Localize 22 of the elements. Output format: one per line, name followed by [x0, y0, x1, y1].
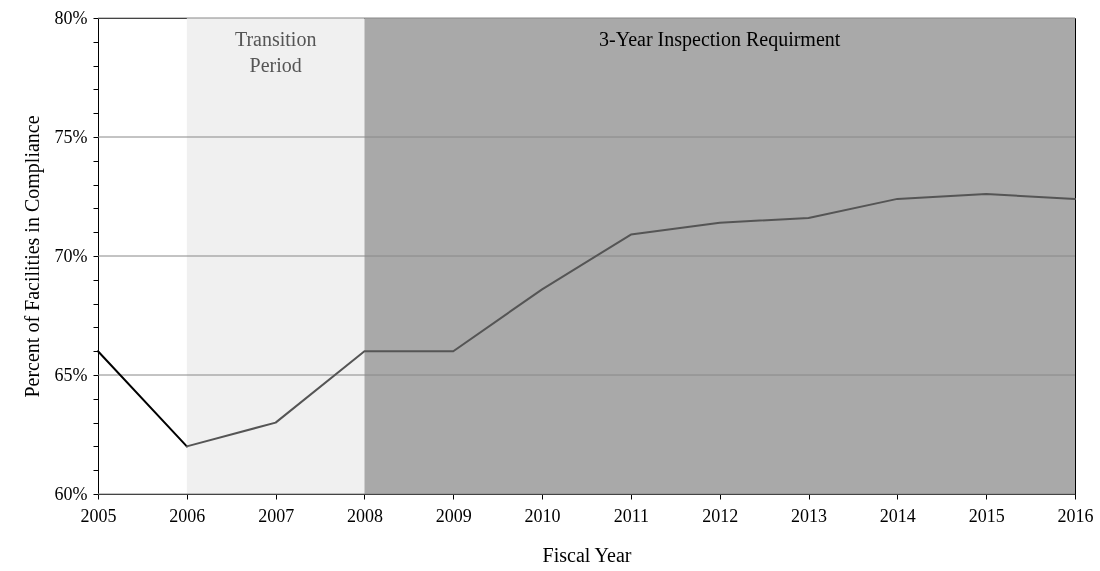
- x-tick-label: 2016: [1057, 505, 1094, 526]
- x-tick-label: 2014: [879, 505, 916, 526]
- x-tick-label: 2012: [702, 505, 739, 526]
- band-label: 3-Year Inspection Requirment: [599, 28, 841, 51]
- x-tick-label: 2013: [791, 505, 828, 526]
- y-tick-label: 70%: [54, 245, 88, 266]
- y-axis-title: Percent of Facilities in Compliance: [20, 115, 44, 398]
- x-tick-label: 2008: [346, 505, 383, 526]
- band-label: Transition Period: [234, 28, 317, 76]
- x-tick-label: 2010: [524, 505, 561, 526]
- x-tick-label: 2007: [258, 505, 295, 526]
- y-tick-label: 75%: [54, 126, 88, 147]
- y-tick-label: 60%: [54, 483, 88, 504]
- x-tick-label: 2009: [435, 505, 472, 526]
- x-tick-label: 2006: [169, 505, 206, 526]
- x-axis-title: Fiscal Year: [542, 543, 632, 566]
- line-series: [185, 193, 1076, 448]
- x-tick-label: 2011: [613, 505, 650, 526]
- x-tick-label: 2005: [80, 505, 117, 526]
- y-tick-label: 65%: [54, 364, 88, 385]
- x-tick-label: 2015: [968, 505, 1005, 526]
- y-tick-label: 80%: [54, 7, 88, 28]
